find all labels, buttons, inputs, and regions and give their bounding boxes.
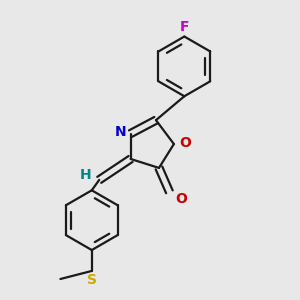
Text: N: N bbox=[114, 125, 126, 139]
Text: H: H bbox=[80, 168, 92, 182]
Text: O: O bbox=[179, 136, 191, 149]
Text: S: S bbox=[87, 274, 98, 287]
Text: F: F bbox=[180, 20, 189, 34]
Text: O: O bbox=[176, 192, 187, 206]
